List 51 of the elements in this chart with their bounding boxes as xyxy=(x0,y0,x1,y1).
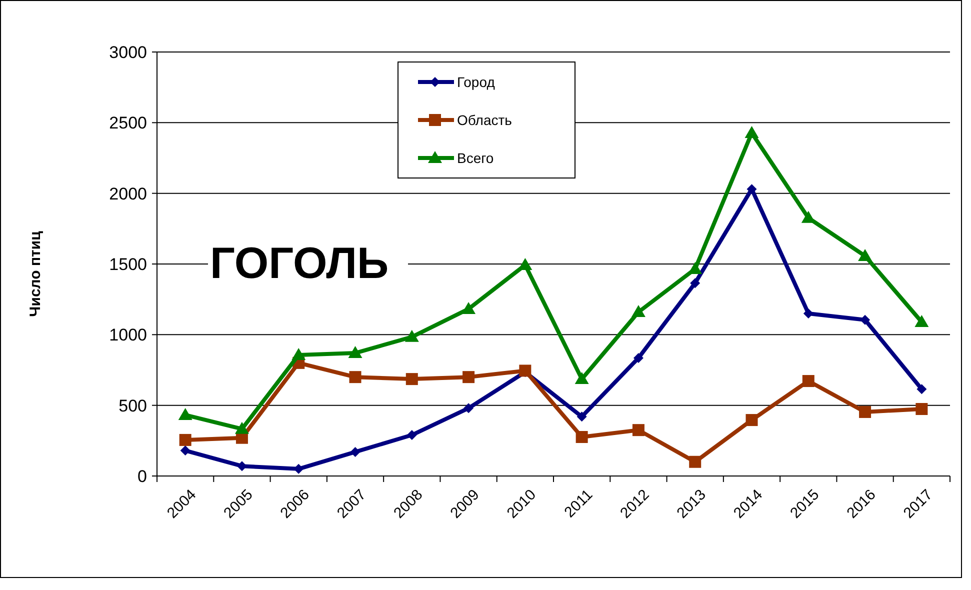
point xyxy=(914,314,929,327)
point xyxy=(858,248,872,261)
point xyxy=(688,262,702,274)
y-tick-label: 2000 xyxy=(109,184,147,204)
y-tick-label: 0 xyxy=(138,466,147,486)
point xyxy=(574,372,589,384)
point xyxy=(234,422,249,434)
point xyxy=(746,414,758,426)
point xyxy=(859,406,872,418)
point xyxy=(631,305,646,318)
point xyxy=(348,346,362,358)
point xyxy=(462,371,475,384)
point xyxy=(860,314,870,325)
point xyxy=(350,446,360,457)
point xyxy=(689,456,702,468)
point xyxy=(916,403,928,416)
point xyxy=(462,302,476,314)
point xyxy=(292,348,306,360)
point xyxy=(294,464,304,474)
point xyxy=(464,403,474,414)
point xyxy=(406,373,418,386)
point xyxy=(236,461,247,472)
legend-label: Город xyxy=(457,74,495,90)
text: ГОГОЛЬ xyxy=(210,239,389,288)
point xyxy=(576,412,587,422)
point xyxy=(349,371,362,384)
point xyxy=(179,434,192,446)
y-axis-title: Число птиц xyxy=(27,230,44,317)
point xyxy=(632,424,644,436)
point xyxy=(746,184,757,194)
point xyxy=(802,375,814,388)
y-tick-label: 500 xyxy=(118,396,147,416)
point xyxy=(180,446,190,456)
point xyxy=(633,352,644,363)
point xyxy=(576,430,588,443)
point xyxy=(803,308,814,318)
point xyxy=(690,278,700,288)
y-tick-label: 1500 xyxy=(109,254,147,274)
y-tick-label: 1000 xyxy=(109,326,147,345)
point xyxy=(406,430,417,440)
point xyxy=(518,258,532,270)
legend-label: Всего xyxy=(457,150,494,166)
legend-label: Область xyxy=(457,112,512,128)
point xyxy=(519,364,532,377)
y-tick-label: 3000 xyxy=(109,42,147,62)
point xyxy=(916,384,927,394)
point xyxy=(178,408,192,420)
point xyxy=(801,210,816,223)
point xyxy=(744,126,759,138)
point xyxy=(404,330,419,342)
y-tick-label: 2500 xyxy=(109,114,147,133)
